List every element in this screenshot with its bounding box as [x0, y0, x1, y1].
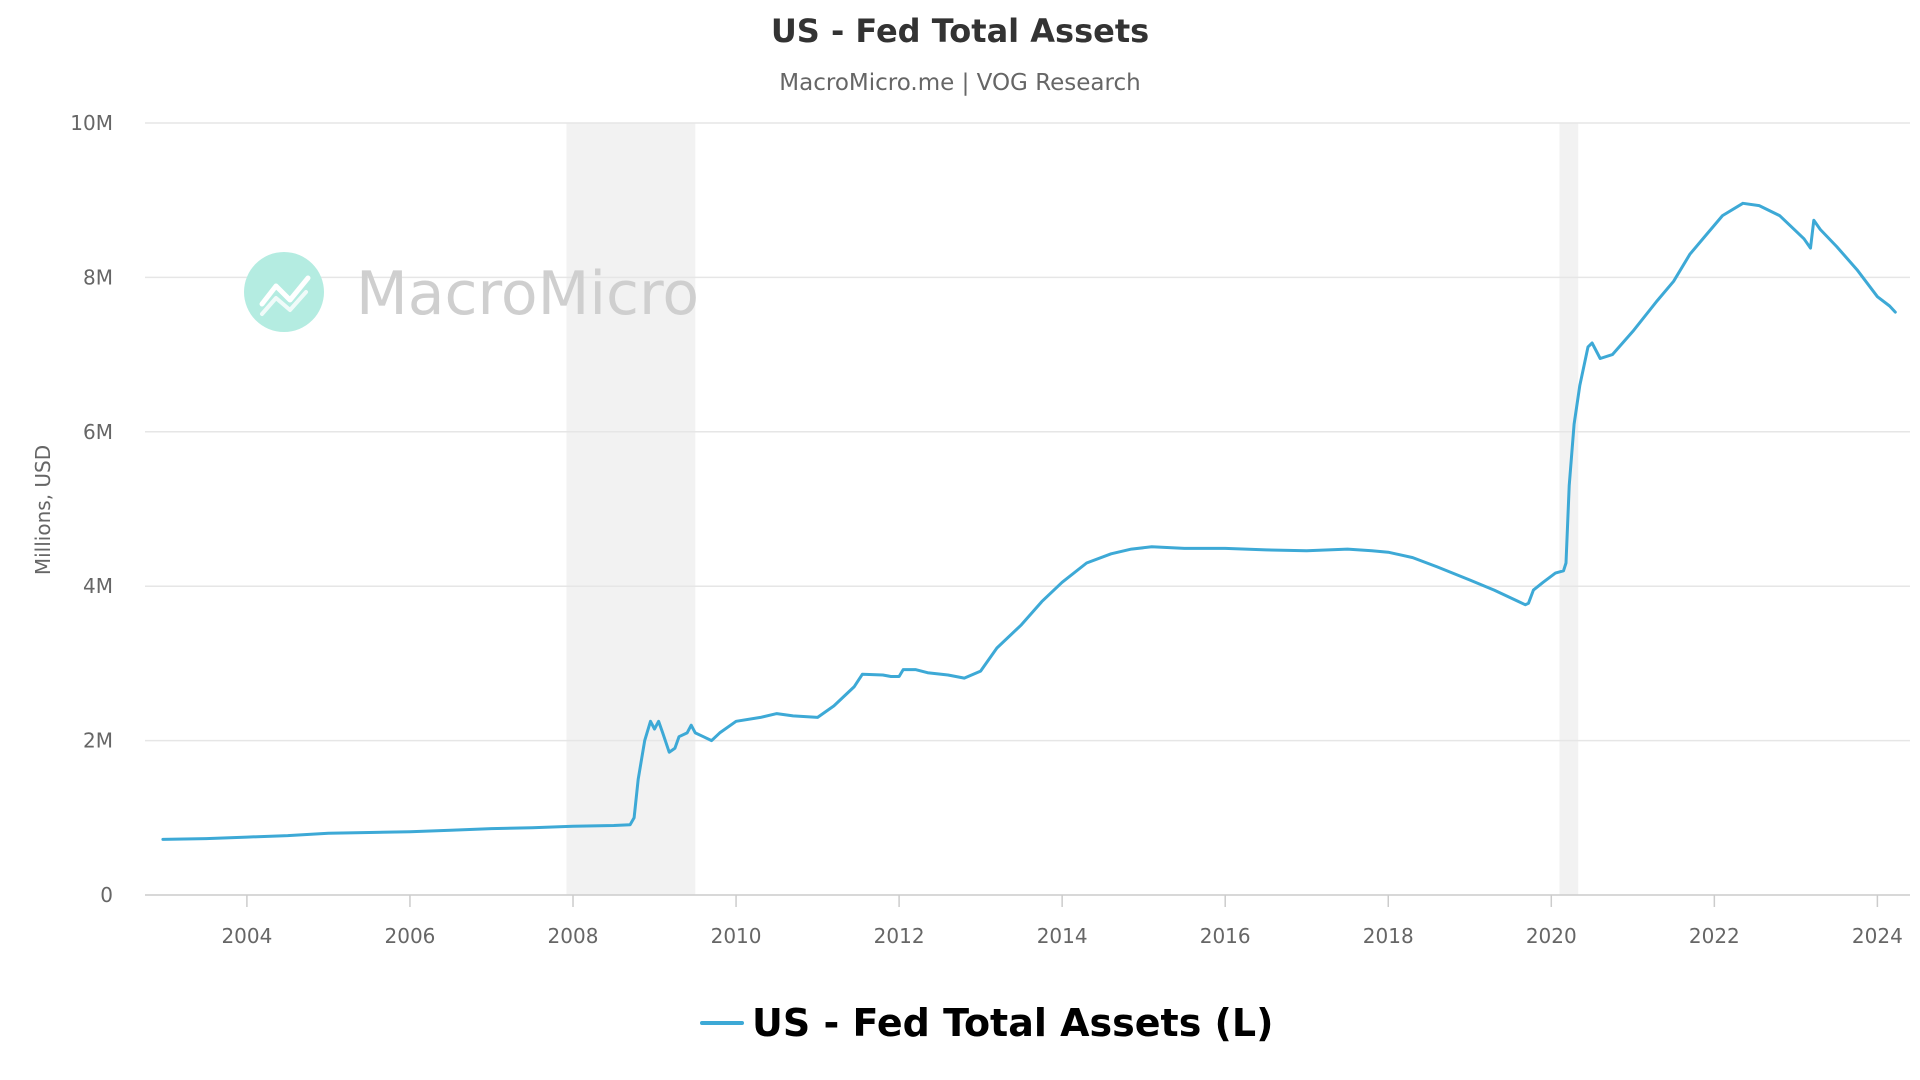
- recession-band: [566, 123, 696, 895]
- watermark-label: MacroMicro: [356, 259, 699, 329]
- gridlines: [145, 122, 1910, 742]
- y-tick-label: 2M: [83, 729, 113, 753]
- legend-label: US - Fed Total Assets (L): [752, 1001, 1274, 1045]
- x-tick-label: 2016: [1200, 924, 1251, 948]
- y-axis-ticks: 0 2M 4M 6M 8M 10M: [70, 111, 113, 907]
- x-tick-label: 2004: [221, 924, 272, 948]
- x-tick-label: 2020: [1526, 924, 1577, 948]
- recession-bands: [566, 123, 1579, 895]
- y-tick-label: 6M: [83, 420, 113, 444]
- legend[interactable]: US - Fed Total Assets (L): [700, 1001, 1274, 1045]
- chart-subtitle: MacroMicro.me | VOG Research: [779, 70, 1140, 96]
- x-tick-label: 2006: [385, 924, 436, 948]
- x-axis-ticks: 2004 2006 2008 2010 2012 2014 2016 2018 2020 2022…: [221, 895, 1903, 948]
- x-tick-label: 2022: [1689, 924, 1740, 948]
- logo-chart-glyph: [259, 275, 311, 307]
- y-tick-label: 8M: [83, 265, 113, 289]
- x-tick-label: 2024: [1852, 924, 1903, 948]
- y-axis-label: Millions, USD: [31, 445, 55, 575]
- y-tick-label: 0: [100, 883, 113, 907]
- y-tick-label: 4M: [83, 574, 113, 598]
- x-tick-label: 2012: [874, 924, 925, 948]
- series-line-fed-total-assets: [161, 201, 1897, 841]
- macromicro-watermark: MacroMicro: [244, 252, 699, 332]
- x-tick-label: 2014: [1037, 924, 1088, 948]
- y-tick-label: 10M: [70, 111, 113, 135]
- chart-title: US - Fed Total Assets: [771, 12, 1149, 50]
- logo-chart-glyph-2: [260, 290, 308, 316]
- x-tick-label: 2010: [711, 924, 762, 948]
- x-tick-label: 2018: [1363, 924, 1414, 948]
- x-tick-label: 2008: [548, 924, 599, 948]
